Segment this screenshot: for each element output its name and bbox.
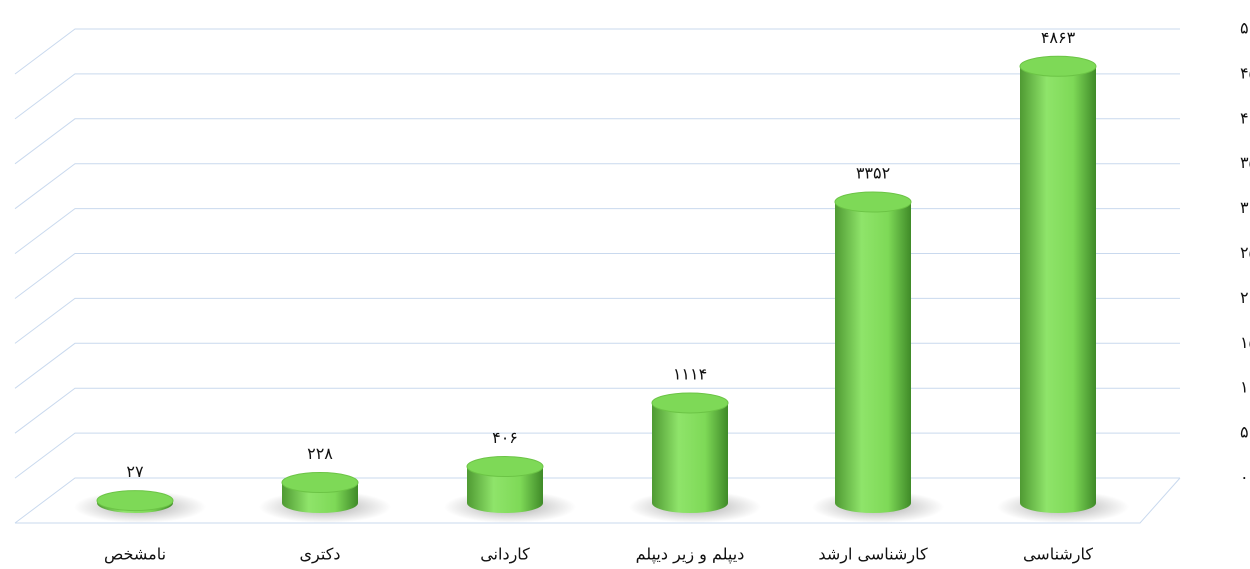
floor-edge	[15, 477, 1181, 524]
grid-line	[14, 118, 1180, 165]
y-tick-label: ۲۵۰۰	[1240, 243, 1250, 262]
value-label: ۲۲۸	[307, 444, 333, 463]
bar-top	[281, 472, 359, 494]
y-tick-label: ۵۰۰	[1240, 423, 1250, 442]
x-tick-label: کارشناسی	[1023, 545, 1093, 565]
grid-line	[14, 28, 1180, 75]
value-label: ۴۰۶	[492, 428, 518, 447]
bar-top	[1019, 55, 1097, 77]
y-tick-label: ۱۵۰۰	[1240, 333, 1250, 352]
value-label: ۱۱۱۴	[673, 364, 707, 383]
grid-line	[14, 387, 1180, 434]
bar-top	[834, 191, 912, 213]
y-tick-label: ۴۰۰۰	[1240, 108, 1250, 127]
value-label: ۴۸۶۳	[1041, 28, 1076, 47]
value-label: ۲۷	[126, 462, 144, 481]
bar-top	[96, 490, 174, 512]
grid-line	[14, 208, 1180, 255]
bar-top	[651, 392, 729, 414]
y-tick-label: ۵۰۰۰	[1240, 19, 1250, 38]
bar	[835, 201, 911, 513]
grid-line	[14, 297, 1180, 344]
grid-line	[14, 73, 1180, 120]
y-tick-label: ۴۵۰۰	[1240, 63, 1250, 82]
y-tick-label: ۳۵۰۰	[1240, 153, 1250, 172]
grid-line	[14, 477, 1180, 524]
grid-line	[14, 253, 1180, 299]
bar	[652, 402, 728, 513]
x-tick-label: کارشناسی ارشد	[818, 545, 928, 565]
value-label: ۳۳۵۲	[856, 163, 890, 182]
bar	[1020, 66, 1096, 513]
y-tick-label: ۲۰۰۰	[1240, 288, 1250, 307]
x-tick-label: دکتری	[300, 545, 341, 565]
y-tick-label: ۳۰۰۰	[1240, 198, 1250, 217]
grid-line	[14, 342, 1180, 389]
y-tick-label: ۰	[1240, 468, 1249, 487]
bar	[467, 466, 543, 513]
y-tick-label: ۱۰۰۰	[1240, 378, 1250, 397]
grid-line	[14, 432, 1180, 479]
x-tick-label: نامشخص	[104, 545, 166, 565]
grid-line	[14, 163, 1180, 210]
bar-top	[466, 456, 544, 478]
x-tick-label: کاردانی	[480, 545, 530, 565]
x-tick-label: دیپلم و زیر دیپلم	[636, 545, 745, 565]
